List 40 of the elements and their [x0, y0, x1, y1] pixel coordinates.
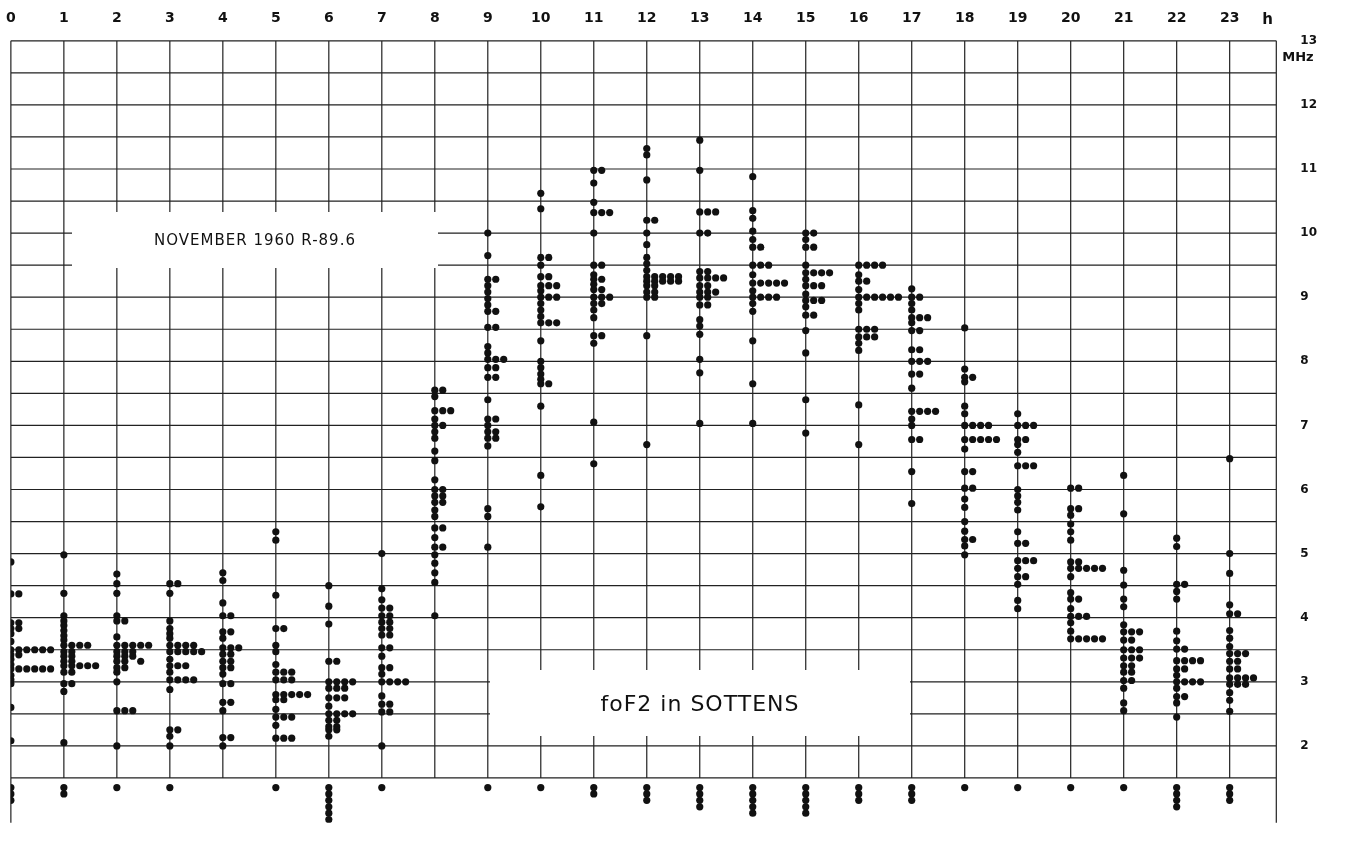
y-tick-label: 4: [1300, 609, 1309, 624]
x-tick-label: 3: [164, 9, 175, 26]
x-tick-label: 0: [6, 9, 16, 26]
x-tick-label: 11: [584, 9, 604, 26]
x-tick-label: 17: [901, 9, 922, 26]
x-tick-label: 18: [954, 9, 975, 26]
y-tick-label: 3: [1300, 673, 1309, 688]
x-tick-label: 22: [1166, 9, 1187, 26]
y-tick-label: 8: [1300, 353, 1309, 368]
y-tick-label: 10: [1300, 225, 1317, 240]
x-tick-label: 16: [848, 9, 869, 26]
x-tick-label: 10: [531, 9, 551, 26]
y-tick-label: 5: [1300, 545, 1309, 560]
x-tick-label: 23: [1219, 9, 1240, 26]
x-tick-label: 14: [743, 9, 763, 26]
x-tick-label: 5: [270, 9, 281, 26]
x-tick-label: 19: [1007, 9, 1028, 26]
x-tick-label: 2: [111, 9, 122, 26]
x-axis-title: h: [1262, 10, 1273, 29]
y-tick-label: 7: [1300, 417, 1309, 432]
y-tick-label: 6: [1300, 481, 1309, 496]
x-tick-label: 20: [1060, 9, 1081, 26]
x-tick-label: 12: [637, 9, 657, 26]
x-tick-label: 8: [429, 9, 440, 26]
y-tick-label: 2: [1300, 738, 1309, 753]
x-tick-label: 21: [1113, 9, 1134, 26]
y-tick-label: 13: [1300, 32, 1317, 47]
x-tick-label: 1: [58, 9, 69, 26]
x-tick-label: 15: [796, 9, 816, 26]
y-tick-label: 11: [1300, 161, 1317, 176]
x-tick-label: 4: [217, 9, 228, 26]
caption-box: NOVEMBER 1960 R-89.6: [72, 212, 438, 268]
x-tick-label: 9: [482, 9, 493, 26]
x-tick-label: 6: [323, 9, 334, 26]
y-axis-title: MHz: [1282, 48, 1314, 64]
y-tick-label: 12: [1300, 97, 1317, 112]
caption-box: foF2 in SOTTENS: [490, 670, 910, 736]
x-tick-label: 13: [690, 9, 710, 26]
y-tick-label: 9: [1300, 289, 1309, 304]
x-tick-label: 7: [376, 9, 387, 26]
